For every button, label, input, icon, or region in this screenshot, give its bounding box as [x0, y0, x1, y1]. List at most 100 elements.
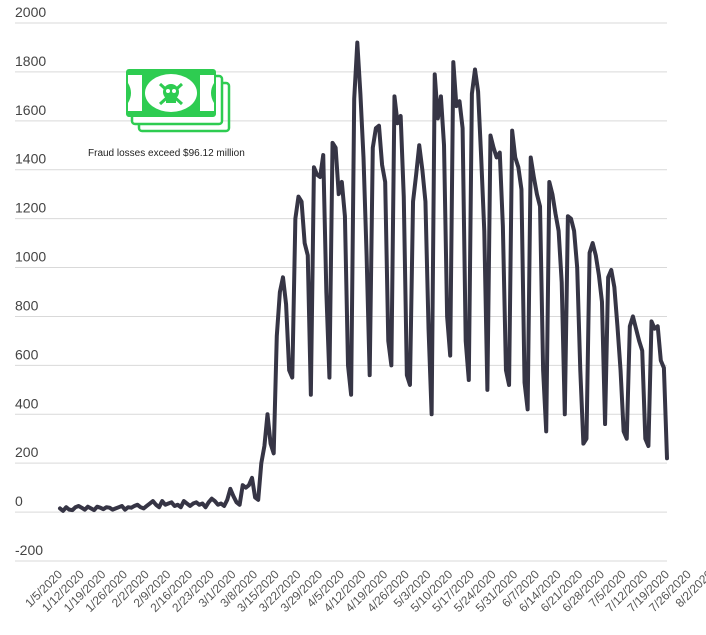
data-point [569, 217, 573, 221]
data-point [572, 229, 576, 233]
data-point [470, 92, 474, 96]
data-point [479, 156, 483, 159]
data-point [566, 214, 570, 218]
data-point [92, 508, 96, 512]
data-point [139, 505, 143, 509]
data-point [581, 442, 585, 446]
data-point [154, 503, 158, 507]
data-point [420, 168, 424, 172]
data-point [126, 505, 130, 509]
data-point [191, 502, 195, 506]
data-point [114, 506, 118, 510]
data-point [458, 99, 462, 103]
data-point [656, 324, 660, 328]
data-point [439, 94, 443, 98]
data-point [80, 506, 84, 510]
data-point [488, 133, 492, 137]
y-tick-label: 1600 [15, 102, 46, 118]
data-point [173, 504, 177, 508]
data-point [219, 502, 223, 506]
data-point [368, 373, 372, 377]
data-point [464, 339, 468, 343]
data-point [653, 327, 657, 331]
data-point [374, 126, 378, 130]
data-point [120, 504, 124, 508]
x-axis-tick-labels: 1/5/20201/12/20201/19/20201/26/20202/2/2… [22, 567, 706, 615]
data-point [73, 505, 77, 509]
data-point [157, 505, 161, 509]
data-point [166, 502, 170, 506]
data-point [169, 500, 173, 504]
data-point [89, 506, 93, 510]
data-point [296, 195, 300, 199]
data-point [129, 506, 133, 510]
data-point [665, 456, 669, 460]
data-point [216, 503, 220, 507]
data-point [358, 92, 362, 96]
y-tick-label: 1800 [15, 53, 46, 69]
data-point [176, 503, 180, 507]
data-point [529, 156, 533, 159]
data-point [482, 229, 486, 233]
data-point [362, 156, 365, 159]
data-point [275, 334, 279, 338]
data-point [281, 275, 285, 279]
data-point [659, 358, 663, 362]
data-point [430, 412, 434, 416]
data-point [646, 444, 650, 448]
data-point [594, 253, 598, 257]
data-point [628, 324, 632, 328]
data-point [77, 504, 81, 508]
data-point [238, 503, 242, 507]
data-point [411, 200, 415, 204]
annotation: Fraud losses exceed $96.12 million [88, 69, 245, 159]
data-point [557, 229, 561, 233]
data-point [197, 503, 201, 507]
data-point [355, 41, 359, 45]
data-point [309, 393, 313, 397]
data-point [408, 383, 412, 387]
y-tick-label: 2000 [15, 4, 46, 20]
data-point [423, 200, 427, 204]
data-point [433, 72, 437, 76]
data-point [526, 407, 530, 411]
data-point [284, 302, 288, 306]
data-point [185, 502, 189, 506]
y-tick-label: 800 [15, 297, 39, 313]
data-point [619, 368, 623, 372]
data-point [346, 363, 350, 367]
y-tick-label: 1000 [15, 249, 46, 265]
data-point [290, 376, 294, 380]
data-point [241, 483, 245, 487]
data-point [312, 165, 316, 169]
data-point [293, 217, 297, 221]
y-tick-label: -200 [15, 542, 43, 558]
data-point [386, 339, 390, 343]
data-point [194, 500, 198, 504]
y-tick-label: 200 [15, 444, 39, 460]
data-point [591, 241, 595, 245]
data-point [259, 461, 263, 465]
data-point [300, 200, 304, 204]
data-point [272, 451, 276, 455]
data-point [340, 180, 344, 184]
data-point [200, 502, 204, 506]
data-point [640, 349, 644, 353]
y-tick-label: 1400 [15, 151, 46, 167]
data-point [427, 327, 431, 331]
data-point [550, 192, 554, 196]
gridlines [15, 22, 667, 562]
data-point [560, 280, 564, 284]
data-point [451, 60, 455, 64]
data-point [61, 509, 65, 513]
data-point [306, 253, 310, 257]
data-point [86, 505, 90, 509]
data-point [207, 500, 211, 504]
data-point [510, 129, 514, 133]
data-point [615, 324, 619, 328]
data-point [578, 368, 582, 372]
data-point [448, 354, 452, 358]
data-point [250, 476, 254, 480]
data-point [337, 192, 341, 196]
y-tick-label: 400 [15, 395, 39, 411]
